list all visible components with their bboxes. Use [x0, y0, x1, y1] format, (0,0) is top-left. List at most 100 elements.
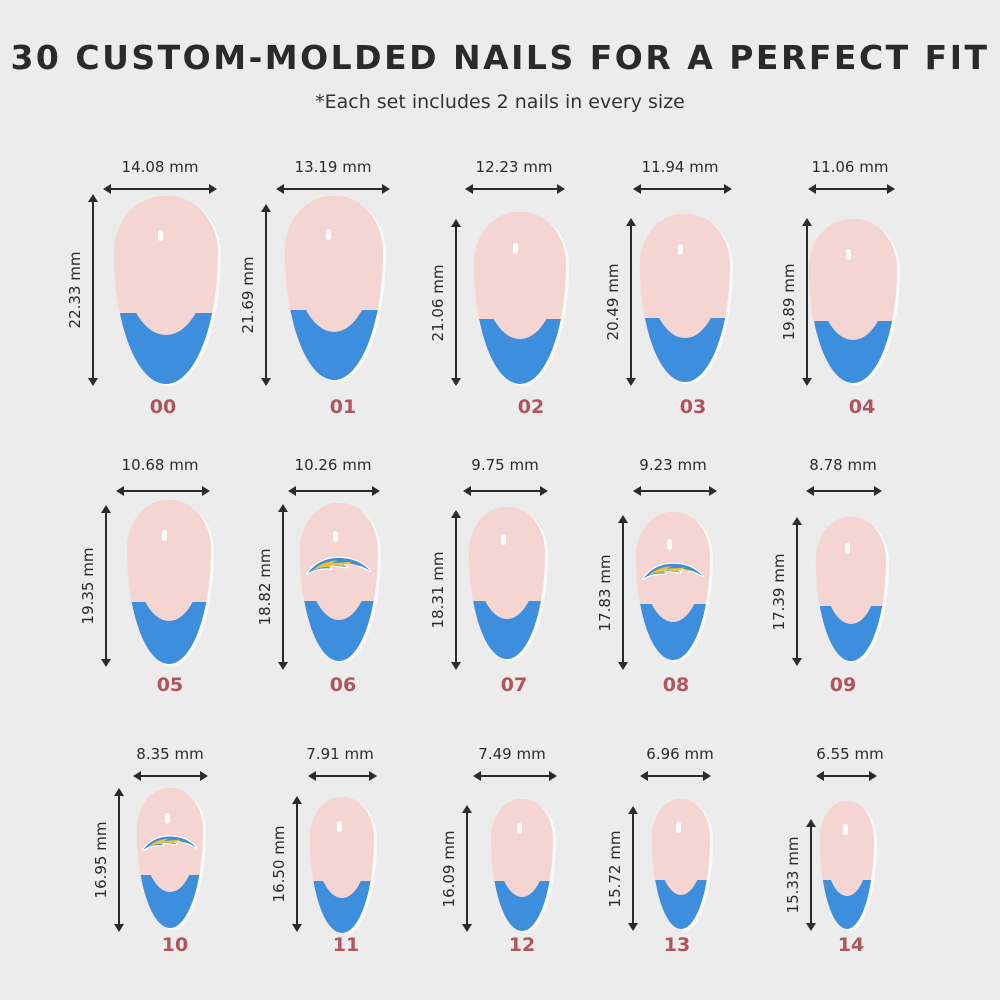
size-number: 03	[679, 396, 707, 418]
length-label: 19.89 mm	[780, 263, 798, 341]
nail-bed	[821, 517, 881, 624]
press-on-nail-image	[820, 801, 874, 929]
length-label: 15.72 mm	[606, 830, 624, 907]
width-arrow-icon	[633, 184, 732, 194]
width-arrow-icon	[463, 486, 548, 496]
shine-highlight	[842, 824, 848, 836]
shine-highlight	[326, 229, 332, 241]
press-on-nail-image	[474, 212, 566, 384]
press-on-nail-image	[816, 517, 886, 661]
size-number: 01	[329, 396, 357, 418]
length-label: 22.33 mm	[66, 251, 84, 329]
nail-bed	[315, 797, 369, 898]
size-number: 00	[149, 396, 177, 418]
width-arrow-icon	[276, 184, 390, 194]
shine-highlight	[157, 229, 163, 241]
width-arrow-icon	[473, 771, 557, 781]
shine-highlight	[667, 538, 673, 550]
shine-highlight	[162, 529, 168, 541]
length-arrow-icon	[806, 819, 816, 931]
width-label: 9.23 mm	[639, 456, 707, 474]
length-label: 20.49 mm	[604, 263, 622, 341]
length-arrow-icon	[628, 806, 638, 931]
length-label: 21.69 mm	[239, 256, 257, 334]
press-on-nail-image	[640, 214, 730, 382]
nail-bed	[824, 801, 870, 896]
width-label: 6.55 mm	[816, 745, 884, 763]
length-label: 18.82 mm	[256, 548, 274, 626]
length-arrow-icon	[802, 218, 812, 386]
shine-highlight	[512, 242, 518, 254]
length-label: 19.35 mm	[79, 547, 97, 625]
nail-bed	[292, 196, 376, 333]
width-arrow-icon	[308, 771, 377, 781]
width-label: 8.35 mm	[136, 745, 204, 763]
width-arrow-icon	[133, 771, 208, 781]
width-label: 10.26 mm	[294, 456, 372, 474]
lightning-bolt-logo-icon	[142, 835, 198, 852]
press-on-nail-image	[285, 196, 383, 380]
page-subtitle: *Each set includes 2 nails in every size	[315, 91, 685, 113]
size-number: 04	[848, 396, 876, 418]
page-title: 30 CUSTOM-MOLDED NAILS FOR A PERFECT FIT	[10, 38, 990, 77]
length-arrow-icon	[451, 510, 461, 670]
lightning-bolt-logo-icon	[306, 556, 372, 576]
length-label: 16.95 mm	[92, 821, 110, 899]
width-arrow-icon	[103, 184, 217, 194]
width-label: 7.49 mm	[478, 745, 546, 763]
length-label: 15.33 mm	[784, 836, 802, 914]
length-arrow-icon	[462, 805, 472, 932]
width-label: 11.94 mm	[641, 158, 719, 176]
size-number: 06	[329, 674, 357, 696]
width-arrow-icon	[465, 184, 565, 194]
press-on-nail-image	[652, 799, 710, 929]
size-number: 13	[663, 934, 691, 956]
press-on-nail-image	[137, 788, 203, 928]
width-label: 6.96 mm	[646, 745, 714, 763]
width-arrow-icon	[116, 486, 210, 496]
press-on-nail-image	[114, 196, 218, 384]
width-arrow-icon	[633, 486, 717, 496]
shine-highlight	[676, 822, 682, 834]
width-label: 9.75 mm	[471, 456, 539, 474]
width-arrow-icon	[288, 486, 380, 496]
size-number: 07	[500, 674, 528, 696]
length-label: 17.39 mm	[770, 553, 788, 630]
length-label: 16.50 mm	[270, 825, 288, 903]
length-arrow-icon	[792, 517, 802, 666]
width-arrow-icon	[640, 771, 711, 781]
nail-bed	[475, 507, 539, 620]
width-label: 11.06 mm	[811, 158, 889, 176]
length-arrow-icon	[278, 504, 288, 670]
length-arrow-icon	[618, 515, 628, 670]
press-on-nail-image	[300, 503, 378, 661]
nail-bed	[133, 500, 205, 622]
nail-bed	[647, 214, 723, 339]
shine-highlight	[517, 822, 523, 834]
shine-highlight	[164, 813, 170, 825]
width-arrow-icon	[808, 184, 895, 194]
size-number: 14	[837, 934, 865, 956]
shine-highlight	[845, 248, 851, 260]
size-number: 05	[156, 674, 184, 696]
width-label: 13.19 mm	[294, 158, 372, 176]
size-number: 08	[662, 674, 690, 696]
nail-bed	[816, 219, 890, 341]
press-on-nail-image	[469, 507, 545, 659]
size-number: 11	[332, 934, 360, 956]
length-arrow-icon	[88, 194, 98, 386]
press-on-nail-image	[310, 797, 374, 933]
length-label: 21.06 mm	[429, 264, 447, 341]
shine-highlight	[332, 531, 338, 543]
length-arrow-icon	[292, 796, 302, 932]
nail-bed	[656, 799, 706, 896]
width-label: 10.68 mm	[121, 456, 199, 474]
length-label: 18.31 mm	[429, 551, 447, 629]
nail-bed	[122, 196, 210, 336]
size-number: 02	[517, 396, 545, 418]
nail-bed	[481, 212, 559, 340]
width-label: 8.78 mm	[809, 456, 877, 474]
press-on-nail-image	[127, 500, 211, 664]
length-arrow-icon	[101, 505, 111, 667]
width-label: 7.91 mm	[306, 745, 374, 763]
